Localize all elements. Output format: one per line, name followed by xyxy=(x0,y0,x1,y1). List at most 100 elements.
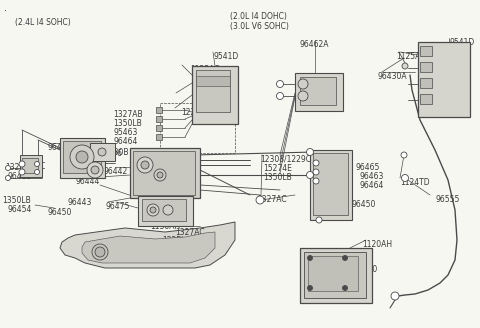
Text: 1124TD: 1124TD xyxy=(400,178,430,187)
Text: 96555: 96555 xyxy=(436,195,460,204)
Circle shape xyxy=(137,157,153,173)
Text: 96452: 96452 xyxy=(196,93,220,102)
Circle shape xyxy=(141,161,149,169)
Text: 96442: 96442 xyxy=(104,167,128,176)
Bar xyxy=(130,148,200,198)
Circle shape xyxy=(308,256,312,260)
Text: 9541D: 9541D xyxy=(449,38,474,47)
Circle shape xyxy=(308,285,312,291)
Bar xyxy=(90,143,115,161)
Bar xyxy=(300,248,372,303)
Circle shape xyxy=(35,161,39,167)
Circle shape xyxy=(313,178,319,184)
Bar xyxy=(60,138,105,178)
Circle shape xyxy=(313,160,319,166)
Bar xyxy=(420,62,432,72)
Bar xyxy=(20,155,42,177)
Text: 15274E: 15274E xyxy=(263,164,292,173)
Text: 96430B: 96430B xyxy=(100,148,130,157)
Bar xyxy=(420,78,432,88)
Polygon shape xyxy=(82,232,215,263)
Bar xyxy=(133,151,195,195)
Circle shape xyxy=(147,204,159,216)
Circle shape xyxy=(19,161,25,167)
Circle shape xyxy=(91,166,99,174)
Text: 1327AB: 1327AB xyxy=(5,163,35,172)
Polygon shape xyxy=(60,222,235,268)
Circle shape xyxy=(95,247,105,257)
Bar xyxy=(142,199,186,221)
Circle shape xyxy=(343,256,348,260)
Bar xyxy=(160,103,235,153)
Text: 96443: 96443 xyxy=(68,198,92,207)
Text: 96464: 96464 xyxy=(360,181,384,190)
Circle shape xyxy=(256,196,264,204)
Text: 1350LB: 1350LB xyxy=(113,119,142,128)
Bar xyxy=(156,116,162,122)
Circle shape xyxy=(150,207,156,213)
Text: ·: · xyxy=(4,6,7,16)
Text: 96454: 96454 xyxy=(8,205,32,214)
Circle shape xyxy=(19,169,25,175)
Text: 1125AC: 1125AC xyxy=(190,65,219,74)
Circle shape xyxy=(70,145,94,169)
Bar xyxy=(420,94,432,104)
Text: 1229CA: 1229CA xyxy=(181,108,211,117)
Text: 96462A: 96462A xyxy=(300,40,329,49)
Bar xyxy=(156,107,162,113)
Text: 1327AB: 1327AB xyxy=(113,110,143,119)
Circle shape xyxy=(276,80,284,88)
Bar xyxy=(156,134,162,140)
Circle shape xyxy=(92,244,108,260)
Text: 1120AH: 1120AH xyxy=(362,240,392,249)
Text: 12308/1229CE: 12308/1229CE xyxy=(260,155,316,164)
Text: 96444: 96444 xyxy=(76,177,100,186)
Text: 96464: 96464 xyxy=(113,137,137,146)
Bar xyxy=(418,42,470,117)
Circle shape xyxy=(154,169,166,181)
Bar xyxy=(196,76,230,86)
Circle shape xyxy=(307,149,313,155)
Bar xyxy=(310,150,352,220)
Circle shape xyxy=(298,91,308,101)
Circle shape xyxy=(313,169,319,175)
Text: 1125AC: 1125AC xyxy=(396,52,425,61)
Text: 96430A: 96430A xyxy=(378,72,408,81)
Text: 1130AH: 1130AH xyxy=(150,222,180,231)
Text: 964/06: 964/06 xyxy=(96,149,123,158)
Bar xyxy=(420,46,432,56)
Bar xyxy=(308,256,358,291)
Circle shape xyxy=(401,152,407,158)
Text: 96463: 96463 xyxy=(360,172,384,181)
Bar xyxy=(63,141,101,173)
Text: 96450: 96450 xyxy=(48,208,72,217)
Text: (2.4L I4 SOHC): (2.4L I4 SOHC) xyxy=(15,18,71,27)
Circle shape xyxy=(298,79,308,89)
Text: 96463: 96463 xyxy=(8,172,32,181)
Circle shape xyxy=(401,174,408,181)
Circle shape xyxy=(157,172,163,178)
Text: 86440: 86440 xyxy=(353,265,377,274)
Bar xyxy=(196,70,230,112)
Circle shape xyxy=(316,217,322,223)
Circle shape xyxy=(76,151,88,163)
Circle shape xyxy=(307,172,313,178)
Circle shape xyxy=(98,148,106,156)
Circle shape xyxy=(5,175,11,180)
Circle shape xyxy=(163,205,173,215)
Bar xyxy=(300,77,336,105)
Bar xyxy=(156,125,162,131)
Circle shape xyxy=(5,166,11,171)
Circle shape xyxy=(391,292,399,300)
Text: 96441A: 96441A xyxy=(47,143,76,152)
Circle shape xyxy=(343,285,348,291)
Text: 95463: 95463 xyxy=(113,128,137,137)
Text: 1350LB: 1350LB xyxy=(263,173,292,182)
Circle shape xyxy=(35,170,39,174)
Bar xyxy=(22,158,38,173)
Circle shape xyxy=(402,63,408,69)
Text: (3.0L V6 SOHC): (3.0L V6 SOHC) xyxy=(230,22,289,31)
Bar xyxy=(138,196,193,226)
Text: (2.0L I4 DOHC): (2.0L I4 DOHC) xyxy=(230,12,287,21)
Text: 96465: 96465 xyxy=(356,163,380,172)
